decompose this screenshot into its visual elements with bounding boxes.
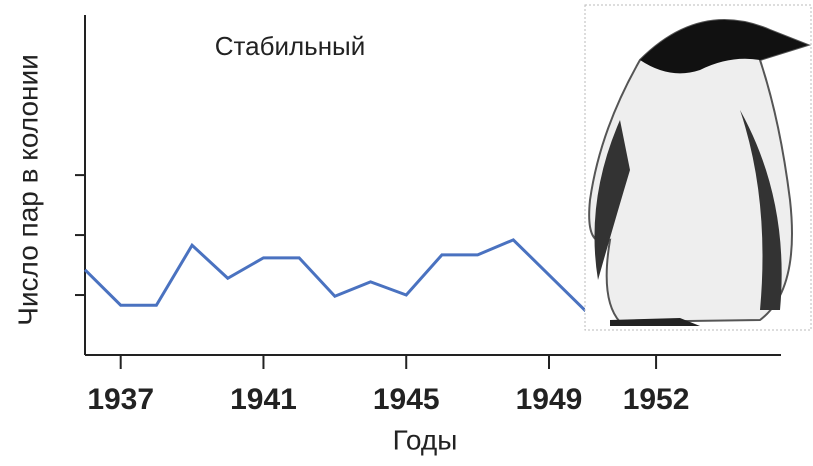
chart-title: Стабильный: [215, 31, 366, 61]
page: {"chart_data": {"type": "line", "title":…: [0, 0, 813, 466]
x-tick-label: 1941: [230, 383, 297, 416]
chart: Стабильный Годы Число пар в колонии 1937…: [0, 0, 813, 466]
x-tick-label: 1945: [373, 383, 440, 416]
y-axis-label: Число пар в колонии: [12, 54, 43, 326]
penguin-image: [585, 5, 811, 330]
x-tick-label: 1937: [87, 383, 154, 416]
x-tick-label: 1949: [516, 383, 583, 416]
x-axis-label: Годы: [393, 424, 458, 455]
data-line: [85, 240, 620, 310]
x-tick-label: 1952: [623, 383, 690, 416]
